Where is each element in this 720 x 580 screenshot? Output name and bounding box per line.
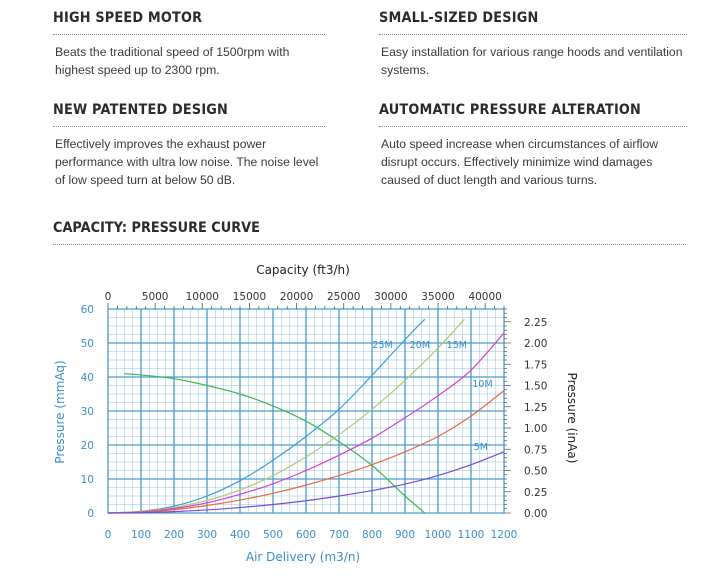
- y-tick-label: 0: [87, 508, 94, 520]
- curve-labels: 25M 20M 15M 10M 5M: [372, 340, 492, 453]
- bottom-axis-label: Air Delivery (m3/n): [246, 550, 360, 564]
- series-line-3: [107, 332, 505, 514]
- x2-tick-label: 5000: [142, 291, 169, 303]
- divider: [379, 126, 687, 127]
- x-tick-label: 0: [105, 529, 112, 541]
- y-tick-label: 50: [81, 338, 94, 350]
- curve-label: 25M: [372, 340, 392, 351]
- curve-label: 5M: [474, 442, 488, 453]
- grid: [107, 308, 505, 514]
- y2-tick-label: 2.00: [524, 338, 547, 350]
- x-tick-label: 200: [164, 529, 184, 541]
- y2-tick-label: 1.50: [524, 381, 547, 393]
- divider: [53, 244, 686, 245]
- y-tick-label: 40: [81, 372, 94, 384]
- axis-ticks: [107, 303, 511, 514]
- series-line-4: [107, 390, 505, 514]
- y2-tick-label: 1.00: [524, 423, 547, 435]
- y2-tick-label: 0.75: [524, 444, 547, 456]
- feature-text: Auto speed increase when circumstances o…: [381, 137, 659, 187]
- feature-new-patented-design: NEW PATENTED DESIGN Effectively improves…: [53, 102, 325, 189]
- y-tick-label: 60: [81, 304, 94, 316]
- x2-tick-label: 30000: [374, 291, 407, 303]
- curve-label: 15M: [447, 340, 467, 351]
- feature-text: Beats the traditional speed of 1500rpm w…: [55, 45, 290, 77]
- section-capacity-pressure-curve: CAPACITY: PRESSURE CURVE: [53, 220, 686, 245]
- feature-title: AUTOMATIC PRESSURE ALTERATION: [379, 102, 642, 118]
- y-tick-label: 10: [81, 474, 94, 486]
- x-tick-label: 300: [197, 529, 217, 541]
- divider: [53, 34, 325, 35]
- feature-title: HIGH SPEED MOTOR: [53, 10, 203, 26]
- feature-high-speed-motor: HIGH SPEED MOTOR Beats the traditional s…: [53, 10, 325, 79]
- feature-text: Effectively improves the exhaust power p…: [55, 137, 319, 187]
- y2-tick-label: 1.25: [524, 402, 547, 414]
- x-tick-label: 400: [230, 529, 250, 541]
- y2-tick-label: 0.25: [524, 487, 547, 499]
- x-tick-label: 700: [329, 529, 349, 541]
- tick-labels: 0 100 200 300 400 500 600 700 800 900 1000 1100 1200…: [81, 291, 548, 541]
- x2-tick-label: 40000: [468, 291, 501, 303]
- divider: [379, 34, 687, 35]
- feature-small-sized-design: SMALL-SIZED DESIGN Easy installation for…: [379, 10, 687, 79]
- y2-tick-label: 1.75: [524, 359, 547, 371]
- x-tick-label: 600: [296, 529, 316, 541]
- feature-text: Easy installation for various range hood…: [381, 45, 683, 77]
- divider: [53, 126, 325, 127]
- right-axis-label: Pressure (inAa): [565, 373, 579, 464]
- top-axis-label: Capacity (ft3/h): [256, 263, 350, 277]
- feature-title: NEW PATENTED DESIGN: [53, 102, 229, 118]
- series-line-2: [107, 318, 465, 514]
- x-tick-label: 1200: [491, 529, 518, 541]
- series-line-5: [107, 451, 505, 514]
- series-line-0: [124, 373, 426, 514]
- y-tick-label: 20: [81, 440, 94, 452]
- x-tick-label: 1000: [425, 529, 452, 541]
- x-tick-label: 900: [395, 529, 415, 541]
- feature-automatic-pressure-alteration: AUTOMATIC PRESSURE ALTERATION Auto speed…: [379, 102, 687, 189]
- x-tick-label: 1100: [458, 529, 485, 541]
- x2-tick-label: 0: [105, 291, 112, 303]
- y2-tick-label: 2.25: [524, 317, 547, 329]
- x2-tick-label: 10000: [186, 291, 219, 303]
- curve-label: 20M: [410, 340, 430, 351]
- x2-tick-label: 25000: [327, 291, 360, 303]
- x-tick-label: 500: [263, 529, 283, 541]
- x2-tick-label: 15000: [233, 291, 266, 303]
- x2-tick-label: 35000: [421, 291, 454, 303]
- series-line-1: [107, 318, 426, 514]
- feature-title: SMALL-SIZED DESIGN: [379, 10, 539, 26]
- y-tick-label: 30: [81, 406, 94, 418]
- section-title: CAPACITY: PRESSURE CURVE: [53, 220, 260, 236]
- series-lines: [107, 318, 505, 514]
- left-axis-label: Pressure (mmAq): [53, 360, 67, 463]
- pressure-curve-chart: 0 100 200 300 400 500 600 700 800 900 1000 1100 1200…: [53, 263, 579, 564]
- y2-tick-label: 0.00: [524, 508, 547, 520]
- y2-tick-label: 0.50: [524, 466, 547, 478]
- x-tick-label: 100: [131, 529, 151, 541]
- curve-label: 10M: [472, 379, 492, 390]
- x-tick-label: 800: [362, 529, 382, 541]
- x2-tick-label: 20000: [280, 291, 313, 303]
